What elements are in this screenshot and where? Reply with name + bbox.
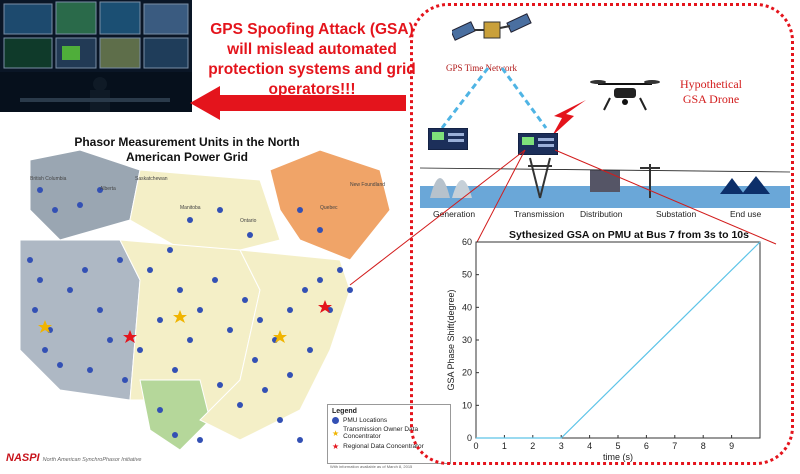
y-tick-label: 0 [467, 433, 472, 443]
power-grid-map [19, 150, 391, 451]
series-line [476, 241, 761, 439]
y-axis-label: GSA Phase Shift(degree) [446, 289, 456, 390]
gsa-chart: 0 1 2 3 4 5 6 7 8 9 0 10 20 30 40 50 60 time (s) GSA Ph… [446, 238, 761, 462]
red-star-icon: ★ [332, 442, 340, 451]
gps-links [440, 67, 548, 129]
drone-label: Hypothetical GSA Drone [680, 77, 742, 106]
y-tick-label: 60 [462, 238, 472, 247]
legend-label: Transmission Owner Data Concentrator [343, 426, 419, 440]
y-tick-group: 0 10 20 30 40 50 60 [462, 238, 479, 443]
x-tick-label: 4 [587, 441, 592, 451]
map-region-canada-west [29, 150, 141, 241]
grid-infrastructure [420, 157, 790, 208]
x-tick-label: 5 [615, 441, 620, 451]
x-tick-label: 0 [473, 441, 478, 451]
naspi-logo-name: NASPI [6, 452, 40, 464]
y-tick-label: 40 [462, 302, 472, 312]
region-label: Alberta [100, 186, 116, 192]
pmu-device-icon [518, 133, 558, 155]
pmu-dot-icon [332, 417, 339, 424]
legend-label: PMU Locations [343, 417, 388, 424]
region-label: New Foundland [350, 182, 386, 188]
x-tick-label: 7 [672, 441, 677, 451]
y-tick-label: 50 [462, 270, 472, 280]
legend-title: Legend [332, 408, 357, 415]
map-footnote: With information available as of March 8… [330, 464, 413, 469]
stage-label: Generation [433, 209, 476, 219]
lightning-icon [552, 100, 586, 136]
chart-title: Sythesized GSA on PMU at Bus 7 from 3s t… [508, 229, 749, 241]
x-tick-label: 9 [729, 441, 734, 451]
stage-label: Distribution [580, 209, 623, 219]
x-tick-label: 6 [644, 441, 649, 451]
map-title: Phasor Measurement Units in the North Am… [74, 135, 300, 164]
legend-label: Regional Data Concentrator [343, 443, 424, 450]
region-label: Ontario [240, 218, 257, 224]
map-region-texas [139, 379, 211, 451]
headline-text: GPS Spoofing Attack (GSA) will mislead a… [208, 21, 416, 98]
stage-label: Substation [656, 209, 697, 219]
x-tick-group: 0 1 2 3 4 5 6 7 8 9 [473, 435, 734, 451]
stage-label: Transmission [514, 209, 565, 219]
y-tick-label: 10 [462, 400, 472, 410]
naspi-logo-sub: North American SynchroPhasor Initiative [42, 457, 142, 463]
region-label: Saskatchewan [135, 176, 168, 182]
red-arrow-icon [190, 86, 406, 120]
region-label: British Columbia [30, 176, 67, 182]
regional-stars [123, 300, 332, 343]
map-region-eastern-us [199, 249, 351, 441]
x-axis-label: time (s) [603, 452, 633, 462]
drone-icon [590, 80, 660, 111]
pmu-dots [27, 187, 353, 443]
control-room-photo [0, 0, 192, 112]
stage-label: End use [730, 209, 762, 219]
y-tick-label: 20 [462, 368, 472, 378]
orange-star-icon: ★ [332, 428, 340, 438]
gps-network-label: GPS Time Network [446, 63, 518, 73]
naspi-logo: NASPI North American SynchroPhasor Initia… [6, 452, 141, 464]
chart-plot-area [475, 241, 761, 439]
region-label: Quebec [320, 205, 338, 211]
x-tick-label: 8 [701, 441, 706, 451]
y-tick-label: 30 [462, 335, 472, 345]
control-room-screens [0, 0, 192, 112]
x-tick-label: 3 [559, 441, 564, 451]
legend-row: ★ Transmission Owner Data Concentrator [332, 426, 446, 440]
region-label: Manitoba [180, 205, 201, 211]
x-tick-label: 1 [502, 441, 507, 451]
concentrator-stars [38, 310, 287, 343]
x-tick-label: 2 [530, 441, 535, 451]
satellite-icon [452, 13, 532, 41]
legend-row: ★ Regional Data Concentrator [332, 442, 446, 451]
pmu-device-icon [428, 128, 468, 150]
map-region-western-us [19, 239, 141, 401]
legend-row: PMU Locations [332, 417, 446, 424]
